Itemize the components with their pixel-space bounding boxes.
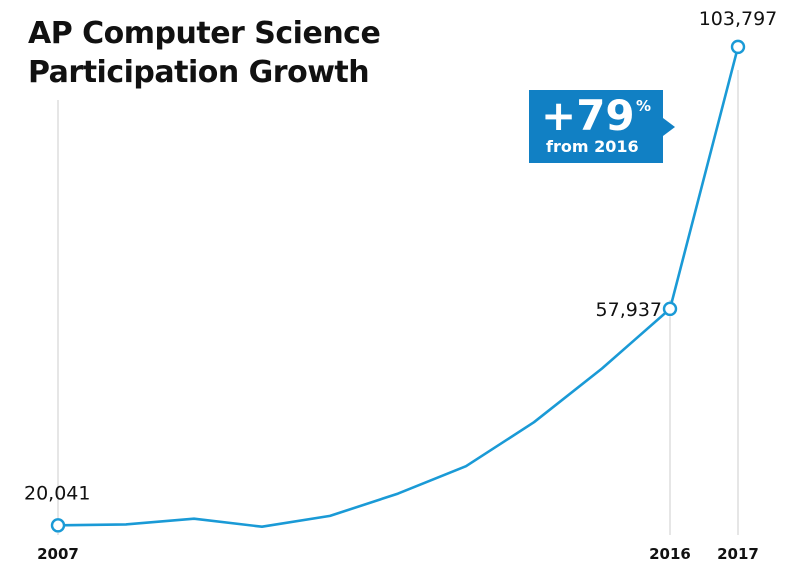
chart-title-line-1: AP Computer Science — [28, 16, 381, 51]
x-tick-label-2017: 2017 — [717, 545, 759, 563]
series-line — [57, 46, 740, 529]
x-tick-label-2007: 2007 — [37, 545, 79, 563]
data-label-2016: 57,937 — [596, 299, 662, 321]
data-point-2016 — [662, 301, 678, 317]
data-label-2017: 103,797 — [699, 8, 778, 30]
data-point-2007 — [50, 518, 66, 533]
growth-callout-unit: % — [636, 97, 652, 115]
chart-title-line-2: Participation Growth — [28, 55, 370, 90]
growth-callout-text: from 2016 — [546, 137, 639, 156]
growth-callout-value: +79 — [541, 91, 635, 140]
x-tick-label-2016: 2016 — [649, 545, 691, 563]
data-point-2017 — [730, 39, 746, 55]
data-label-2007: 20,041 — [24, 482, 90, 504]
chart-title: AP Computer Science Participation Growth — [28, 14, 381, 92]
growth-callout: +79 % from 2016 — [529, 90, 675, 163]
